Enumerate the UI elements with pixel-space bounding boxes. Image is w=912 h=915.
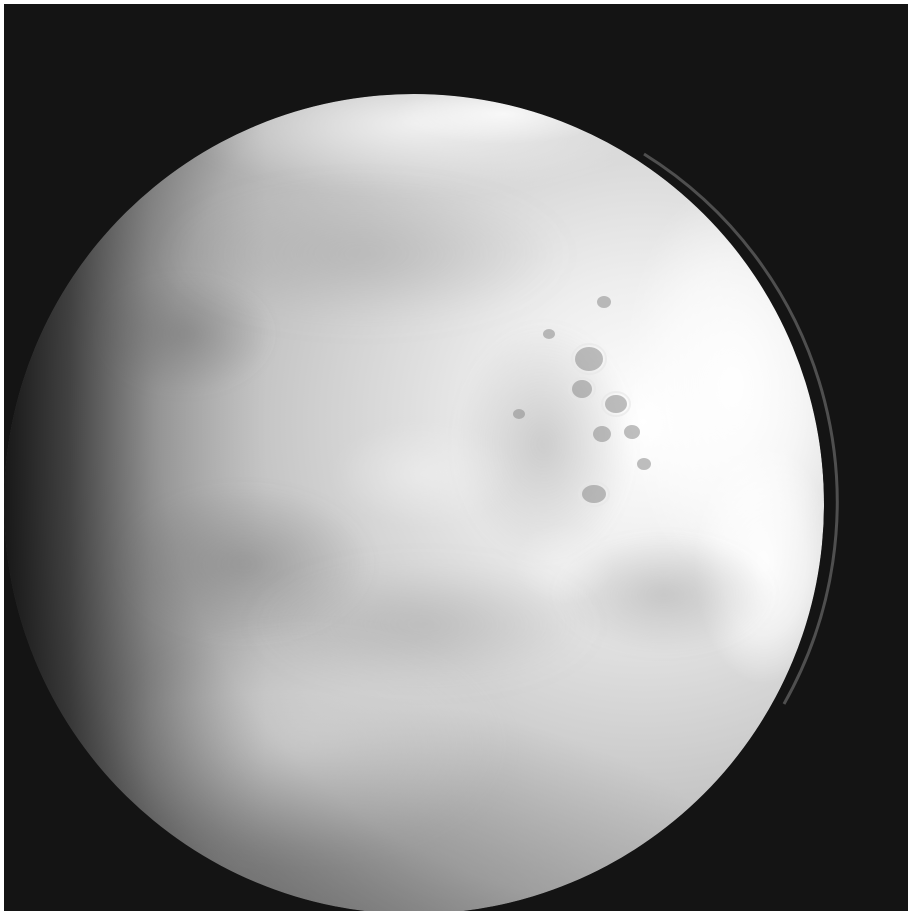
limb-edge — [643, 152, 839, 705]
mars-photo — [4, 4, 908, 911]
mars-planet-image — [4, 4, 908, 911]
